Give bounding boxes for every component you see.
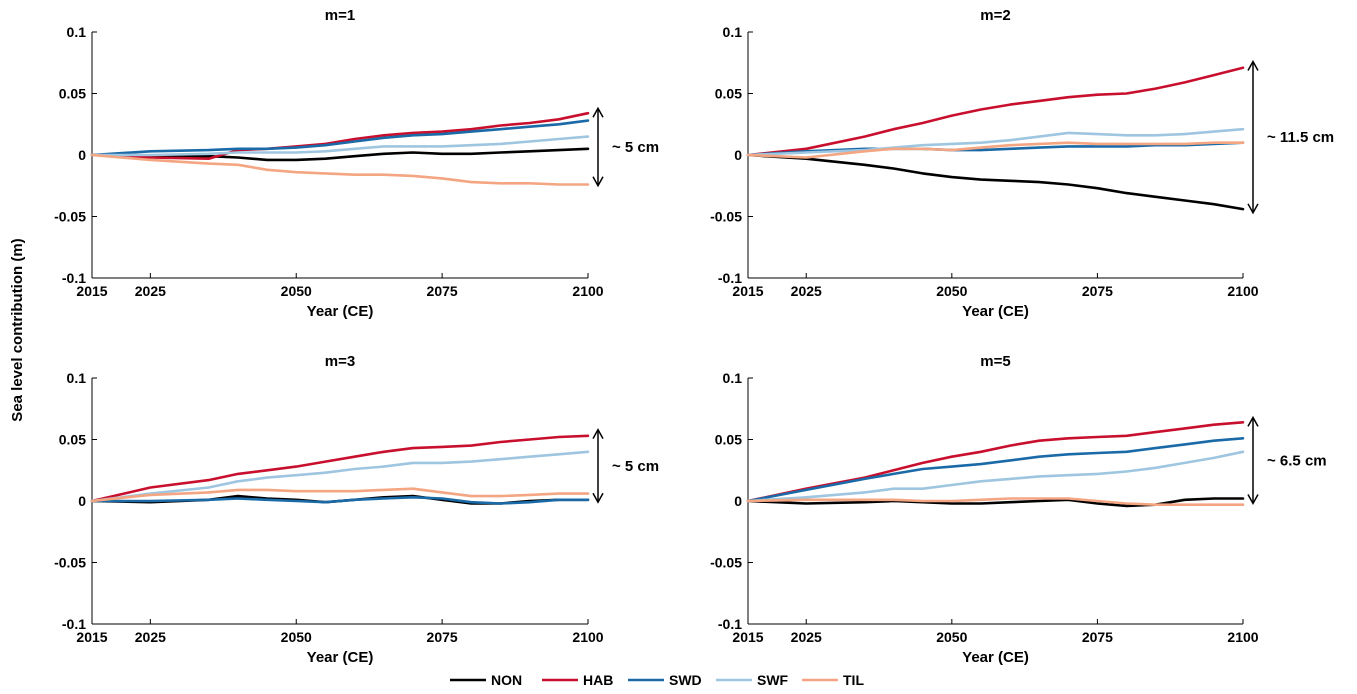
x-tick-label: 2025 — [791, 629, 822, 645]
series-line-swd — [90, 495, 590, 505]
x-tick-label: 2050 — [281, 629, 312, 645]
range-annotation: ~ 6.5 cm — [1267, 452, 1327, 469]
range-arrow — [1247, 59, 1259, 215]
series-line-swf — [90, 135, 590, 157]
x-tick-label: 2050 — [281, 283, 312, 299]
x-tick-label: 2100 — [1227, 283, 1258, 299]
range-arrow-head-down — [592, 492, 604, 504]
x-axis-label: Year (CE) — [307, 649, 374, 666]
x-tick-label: 2025 — [791, 283, 822, 299]
panels: m=1 -0.1 -0.05 0 0.05 0.1 2015 2025 2050 2075 2100… — [54, 7, 1334, 666]
y-tick-label: 0 — [78, 493, 86, 509]
y-tick-label: -0.1 — [718, 270, 742, 286]
x-tick-label: 2025 — [135, 283, 166, 299]
legend-label: HAB — [583, 672, 613, 688]
x-tick-label: 2015 — [732, 629, 763, 645]
legend-item-non: NON — [450, 672, 522, 688]
range-arrow-head-up — [1247, 415, 1259, 427]
y-tick-label: 0.1 — [723, 370, 743, 386]
y-tick-label: 0.05 — [59, 432, 86, 448]
series-line-swd — [746, 436, 1245, 503]
legend-item-swd: SWD — [628, 672, 702, 688]
y-tick-label: -0.05 — [54, 555, 86, 571]
x-tick-label: 2015 — [732, 283, 763, 299]
panel-title: m=3 — [325, 353, 355, 370]
range-arrow-head-up — [592, 106, 604, 118]
legend-label: TIL — [843, 672, 864, 688]
y-tick-label: 0.05 — [59, 86, 86, 102]
range-arrow-head-down — [1247, 494, 1259, 506]
x-tick-label: 2025 — [135, 629, 166, 645]
x-tick-label: 2075 — [1082, 283, 1113, 299]
x-tick-label: 2100 — [572, 283, 603, 299]
x-tick-label: 2050 — [936, 629, 967, 645]
x-axis-label: Year (CE) — [307, 303, 374, 320]
y-tick-label: 0.1 — [67, 370, 87, 386]
legend-item-til: TIL — [802, 672, 864, 688]
panel-title: m=2 — [980, 7, 1010, 24]
x-tick-label: 2075 — [427, 283, 458, 299]
panel-3: m=3 -0.1 -0.05 0 0.05 0.1 2015 2025 2050 2075 2100… — [54, 353, 659, 666]
range-arrow-head-up — [1247, 59, 1259, 71]
y-tick-label: 0.1 — [723, 24, 743, 40]
panel-4: m=5 -0.1 -0.05 0 0.05 0.1 2015 2025 2050 2075 2100… — [710, 353, 1327, 666]
y-tick-label: -0.1 — [62, 616, 86, 632]
series-line-hab — [90, 434, 590, 503]
range-arrow-head-down — [1247, 203, 1259, 215]
x-axis-label: Year (CE) — [962, 649, 1029, 666]
y-tick-label: -0.05 — [54, 209, 86, 225]
legend-label: NON — [491, 672, 522, 688]
series-line-til — [90, 153, 590, 186]
series-line-non — [746, 153, 1245, 211]
y-tick-label: 0.05 — [715, 432, 742, 448]
series-line-non — [90, 147, 590, 162]
range-arrow-head-down — [592, 176, 604, 188]
y-tick-label: 0.05 — [715, 86, 742, 102]
x-tick-label: 2015 — [76, 629, 107, 645]
x-tick-label: 2075 — [427, 629, 458, 645]
y-axis-label: Sea level contribution (m) — [9, 238, 26, 421]
y-tick-label: -0.1 — [718, 616, 742, 632]
y-tick-label: 0.1 — [67, 24, 87, 40]
x-tick-label: 2015 — [76, 283, 107, 299]
series-line-non — [746, 497, 1245, 508]
y-tick-label: -0.1 — [62, 270, 86, 286]
range-arrow — [1247, 415, 1259, 506]
y-tick-label: 0 — [734, 493, 742, 509]
series-line-hab — [746, 66, 1245, 157]
panel-1: m=1 -0.1 -0.05 0 0.05 0.1 2015 2025 2050 2075 2100… — [54, 7, 659, 320]
series-line-swf — [90, 450, 590, 503]
panel-title: m=5 — [980, 353, 1010, 370]
legend-label: SWD — [669, 672, 702, 688]
range-annotation: ~ 5 cm — [612, 458, 659, 475]
series-line-swf — [746, 450, 1245, 503]
x-tick-label: 2075 — [1082, 629, 1113, 645]
series-line-hab — [746, 420, 1245, 503]
legend-item-swf: SWF — [716, 672, 789, 688]
range-annotation: ~ 11.5 cm — [1267, 129, 1334, 146]
legend-item-hab: HAB — [542, 672, 613, 688]
x-axis-label: Year (CE) — [962, 303, 1029, 320]
x-tick-label: 2050 — [936, 283, 967, 299]
y-tick-label: -0.05 — [710, 555, 742, 571]
range-arrow — [592, 106, 604, 188]
y-tick-label: 0 — [78, 147, 86, 163]
y-tick-label: -0.05 — [710, 209, 742, 225]
series-line-til — [746, 141, 1245, 159]
series-line-til — [90, 487, 590, 503]
range-arrow-head-up — [592, 428, 604, 440]
range-arrow — [592, 428, 604, 504]
legend-label: SWF — [757, 672, 789, 688]
y-tick-label: 0 — [734, 147, 742, 163]
legend: NON HAB SWD SWF TIL — [450, 672, 864, 688]
range-annotation: ~ 5 cm — [612, 139, 659, 156]
x-tick-label: 2100 — [1227, 629, 1258, 645]
x-tick-label: 2100 — [572, 629, 603, 645]
series-line-swf — [746, 127, 1245, 157]
series-line-til — [746, 497, 1245, 507]
panel-title: m=1 — [325, 7, 355, 24]
panel-2: m=2 -0.1 -0.05 0 0.05 0.1 2015 2025 2050 2075 2100… — [710, 7, 1334, 320]
series-line-swd — [90, 119, 590, 157]
